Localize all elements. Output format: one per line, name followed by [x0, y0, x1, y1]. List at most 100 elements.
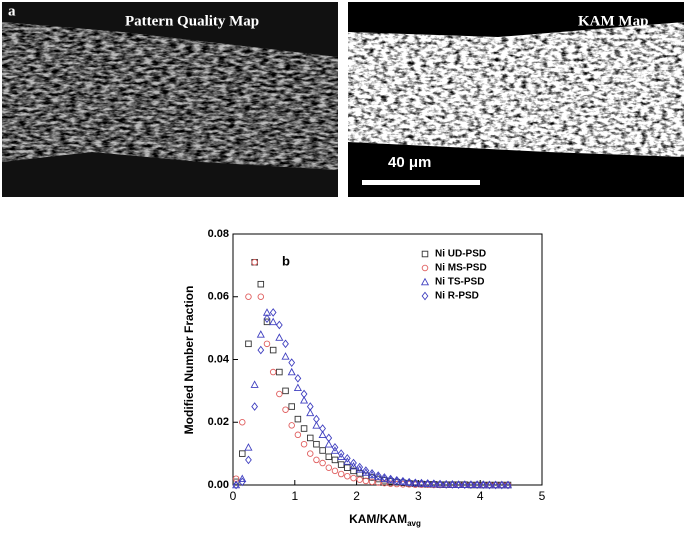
marker: [276, 368, 283, 376]
marker: [337, 461, 345, 468]
marker: [449, 480, 456, 489]
marker: [232, 480, 240, 490]
marker: [325, 464, 333, 471]
marker: [239, 450, 246, 457]
marker: [282, 406, 289, 413]
marker: [324, 439, 333, 448]
marker: [232, 480, 241, 489]
marker: [381, 473, 388, 482]
marker: [245, 340, 252, 348]
marker: [424, 479, 432, 488]
panel-label: a: [8, 3, 16, 19]
x-tick-label: 4: [477, 489, 484, 503]
marker: [454, 480, 463, 488]
legend-label: Ni TS-PSD: [435, 277, 484, 288]
marker: [257, 293, 265, 301]
marker: [313, 414, 320, 424]
marker: [244, 443, 253, 451]
marker: [330, 446, 340, 454]
marker: [356, 462, 364, 472]
marker: [294, 431, 302, 439]
marker: [294, 415, 302, 423]
y-tick-label: 0.08: [208, 228, 229, 240]
marker: [300, 389, 308, 399]
marker: [405, 477, 413, 487]
marker: [306, 408, 315, 417]
marker: [282, 339, 289, 349]
marker: [269, 308, 277, 317]
marker: [442, 480, 451, 488]
y-axis-label: Modified Number Fraction: [182, 286, 196, 435]
marker: [288, 358, 296, 367]
image-title: KAM Map: [578, 13, 648, 29]
y-tick-label: 0.06: [208, 291, 229, 303]
marker: [466, 480, 475, 488]
marker: [368, 478, 376, 486]
marker: [251, 402, 259, 411]
marker: [411, 478, 419, 488]
marker: [368, 469, 376, 478]
marker: [307, 450, 314, 457]
marker: [362, 466, 370, 475]
marker: [399, 476, 407, 486]
marker: [486, 480, 493, 490]
marker: [442, 480, 450, 489]
plot-frame: [232, 233, 543, 486]
x-axis-label: KAM/KAMavg: [349, 512, 421, 528]
marker: [275, 333, 284, 341]
x-tick-label: 0: [230, 489, 237, 503]
marker: [288, 403, 295, 410]
marker: [350, 467, 357, 475]
marker: [293, 383, 302, 391]
marker: [245, 455, 252, 465]
y-tick-label: 0.04: [208, 353, 230, 365]
marker: [281, 352, 290, 360]
marker: [362, 477, 370, 485]
x-label-subscript: avg: [407, 519, 421, 528]
marker: [374, 471, 382, 480]
marker: [319, 447, 326, 454]
marker: [257, 280, 265, 288]
marker: [418, 478, 425, 488]
marker: [319, 459, 326, 467]
legend-marker: [420, 277, 430, 286]
marker: [455, 480, 462, 490]
marker: [504, 480, 512, 490]
marker: [307, 434, 314, 442]
panel-label: b: [282, 253, 290, 268]
marker: [349, 461, 358, 470]
marker: [344, 464, 351, 471]
legend-marker: [421, 291, 429, 301]
x-label-main: KAM/KAM: [349, 512, 407, 526]
y-tick-label: 0.02: [208, 416, 229, 428]
marker: [331, 443, 339, 452]
marker: [245, 293, 252, 301]
legend-label: Ni UD-PSD: [435, 249, 486, 260]
marker: [262, 308, 272, 316]
marker: [331, 467, 339, 475]
x-tick-label: 2: [353, 489, 360, 503]
marker: [312, 421, 321, 429]
marker: [256, 330, 265, 338]
marker: [473, 480, 482, 488]
marker: [300, 425, 308, 432]
marker: [393, 475, 401, 485]
legend-marker: [421, 250, 429, 258]
marker: [492, 480, 500, 490]
marker: [263, 318, 271, 326]
x-tick-label: 1: [291, 489, 298, 503]
pattern-quality-map: a Pattern Quality Map: [2, 2, 338, 197]
marker: [238, 477, 246, 487]
marker: [498, 480, 506, 490]
marker: [257, 345, 265, 355]
marker: [287, 367, 296, 376]
marker: [479, 480, 487, 490]
marker: [313, 440, 320, 448]
marker: [350, 458, 357, 468]
x-tick-label: 3: [415, 489, 422, 503]
y-tick-label: 0.00: [208, 479, 229, 491]
marker: [276, 390, 283, 398]
marker: [250, 380, 259, 388]
marker: [269, 317, 278, 326]
